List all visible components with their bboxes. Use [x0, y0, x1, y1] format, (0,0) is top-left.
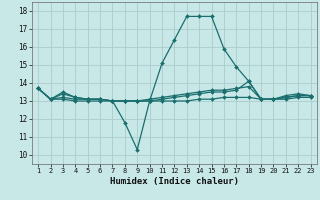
- X-axis label: Humidex (Indice chaleur): Humidex (Indice chaleur): [110, 177, 239, 186]
